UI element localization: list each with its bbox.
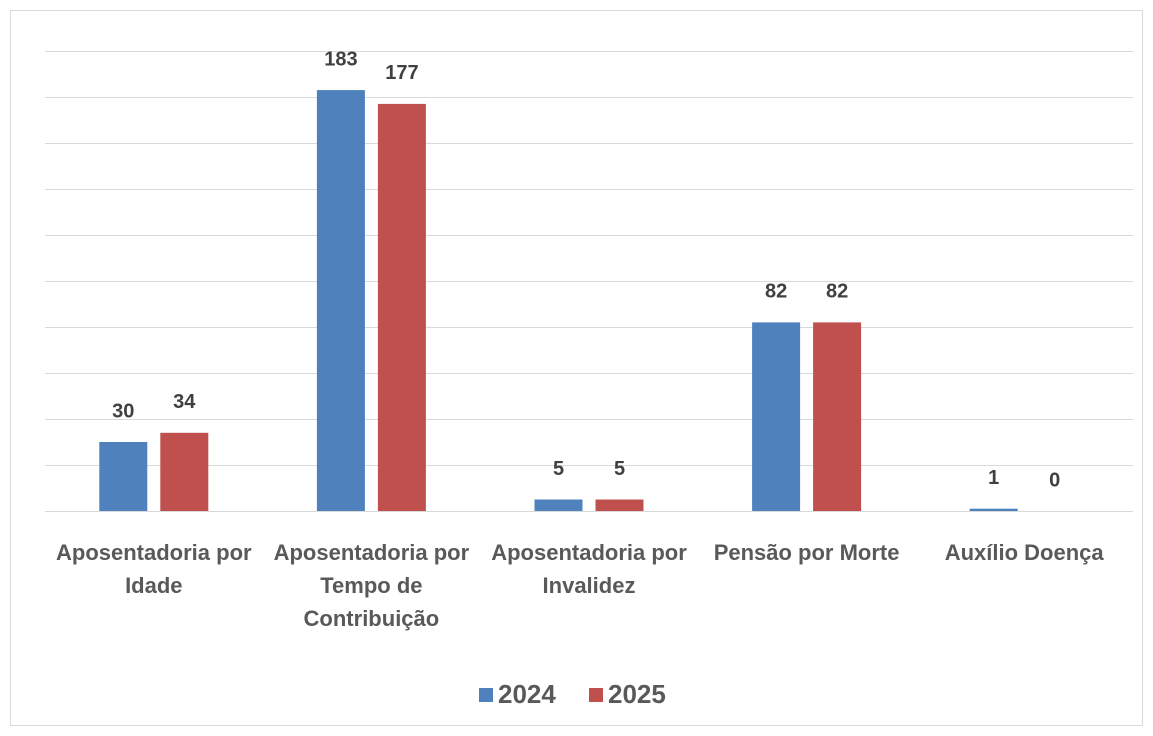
legend-swatch: [479, 688, 493, 702]
data-label: 183: [324, 48, 357, 70]
legend-label: 2025: [608, 679, 666, 709]
x-tick-label: Pensão por Morte: [713, 540, 900, 565]
x-tick-label: Aposentadoria por Invalidez: [491, 540, 687, 598]
bar: [160, 432, 209, 511]
chart-border: [10, 10, 1143, 726]
bar: [813, 322, 862, 511]
bar: [534, 499, 583, 511]
bar: [752, 322, 801, 511]
x-tick-label: Auxílio Doença: [944, 540, 1104, 565]
data-label: 5: [614, 458, 625, 480]
data-label: 5: [553, 458, 564, 480]
data-label: 177: [385, 62, 418, 84]
data-label: 82: [826, 281, 848, 303]
data-label: 30: [112, 400, 134, 422]
bar: [377, 103, 426, 512]
bar: [316, 90, 365, 511]
data-label: 82: [765, 281, 787, 303]
x-tick-label: Aposentadoria por Tempo de Contribuição: [273, 540, 470, 631]
bar: [595, 499, 644, 511]
data-label: 34: [173, 391, 196, 413]
x-tick-label: Aposentadoria por Idade: [56, 540, 252, 598]
bar: [99, 442, 148, 511]
data-label: 0: [1049, 469, 1060, 491]
data-label: 1: [988, 467, 999, 489]
legend-swatch: [589, 688, 603, 702]
legend-label: 2024: [498, 679, 556, 709]
bar: [969, 508, 1018, 511]
